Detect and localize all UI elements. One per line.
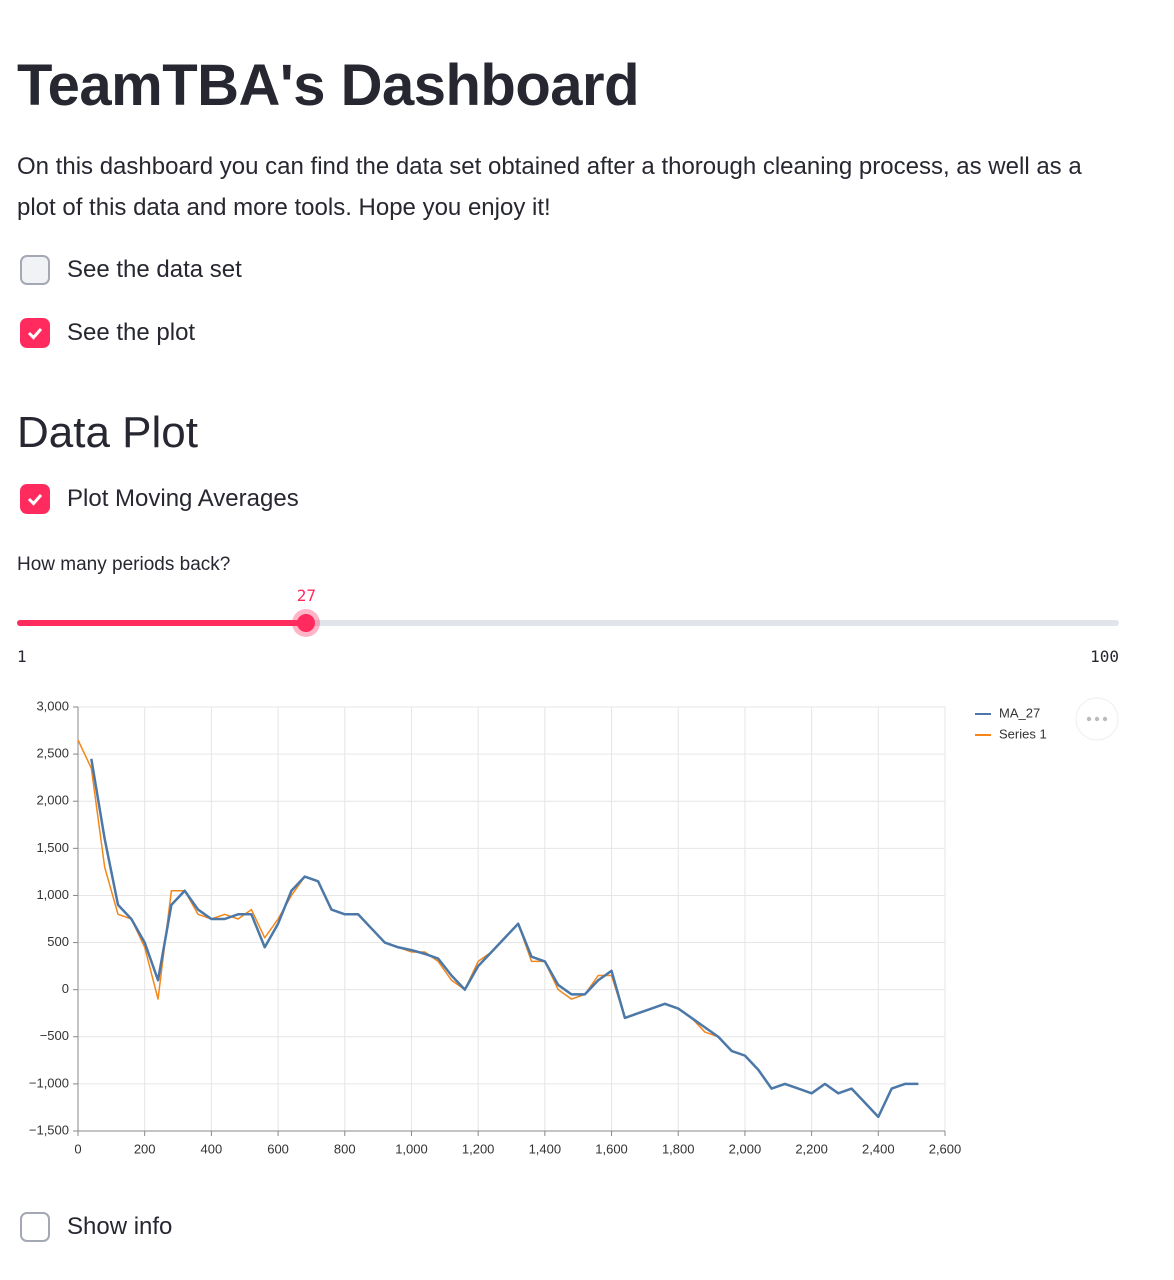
checkbox[interactable]: See the plot: [20, 318, 195, 348]
checkbox-label: Plot Moving Averages: [67, 485, 299, 512]
checkbox-box: [20, 484, 50, 514]
y-tick-label: 1,500: [36, 840, 69, 855]
y-tick-label: 1,000: [36, 887, 69, 902]
plot-area: [77, 706, 946, 1132]
x-tick-label: 1,800: [662, 1141, 695, 1156]
x-tick-label: 400: [201, 1141, 223, 1156]
slider-value: 27: [296, 586, 317, 605]
x-tick-label: 200: [134, 1141, 156, 1156]
slider-track: [17, 620, 1119, 626]
y-tick-label: −500: [40, 1028, 69, 1043]
checkbox-label: See the plot: [67, 319, 196, 346]
x-tick-label: 2,600: [929, 1141, 962, 1156]
x-tick-label: 1,000: [395, 1141, 428, 1156]
checkbox-label: Show info: [67, 1213, 173, 1240]
y-tick-label: 500: [47, 934, 69, 949]
slider-fill: [17, 620, 307, 626]
description: On this dashboard you can find the data …: [17, 153, 1082, 221]
legend-label: Series 1: [999, 726, 1047, 741]
x-tick-label: 1,400: [529, 1141, 562, 1156]
x-tick-label: 600: [267, 1141, 289, 1156]
check-icon: [27, 328, 43, 340]
checkbox[interactable]: Plot Moving Averages: [20, 484, 299, 514]
y-tick-label: −1,500: [29, 1122, 69, 1137]
y-tick-label: −1,000: [29, 1075, 69, 1090]
check-icon: [27, 494, 43, 506]
y-tick-label: 2,500: [36, 746, 69, 761]
checkbox-box: [20, 318, 50, 348]
slider-min: 1: [17, 647, 27, 666]
checkbox[interactable]: See the data set: [20, 255, 242, 285]
y-tick-label: 0: [62, 981, 69, 996]
series-line: [90, 758, 919, 1119]
slider-thumb[interactable]: [292, 609, 321, 637]
page-title: TeamTBA's Dashboard: [17, 53, 640, 118]
chart: −1,500 −1,000 −500 0 500 1,000 1,500 2,000 2,500…: [29, 697, 1119, 1156]
x-tick-label: 1,200: [462, 1141, 495, 1156]
x-tick-label: 0: [74, 1141, 81, 1156]
y-tick-label: 2,000: [36, 793, 69, 808]
checkbox-label: See the data set: [67, 256, 242, 283]
y-tick-label: 3,000: [36, 698, 69, 713]
slider[interactable]: 27 1 100: [17, 580, 1119, 670]
x-tick-label: 2,200: [795, 1141, 828, 1156]
legend-label: MA_27: [999, 705, 1040, 720]
checkbox[interactable]: Show info: [20, 1212, 172, 1242]
checkbox-box: [20, 255, 50, 285]
slider-label: How many periods back?: [17, 554, 231, 575]
x-tick-label: 2,000: [729, 1141, 762, 1156]
slider-max: 100: [1090, 647, 1119, 666]
x-tick-label: 2,400: [862, 1141, 895, 1156]
section-title: Data Plot: [17, 408, 198, 457]
x-tick-label: 800: [334, 1141, 356, 1156]
x-tick-label: 1,600: [595, 1141, 628, 1156]
checkbox-box: [20, 1212, 50, 1242]
